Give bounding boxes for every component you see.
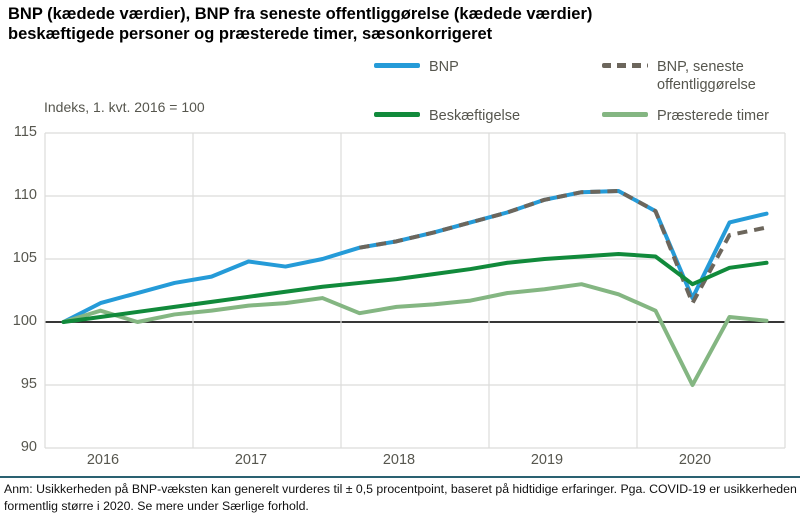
y-tick-label: 110 — [13, 187, 37, 203]
legend-label-praesterede-timer: Præsterede timer — [657, 108, 770, 125]
chart-title-line-2: beskæftigede personer og præsterede time… — [8, 25, 493, 44]
chart-title: BNP (kædede værdier), BNP fra seneste of… — [8, 4, 792, 45]
x-tick-label: 2020 — [678, 452, 712, 468]
chart-title-line-1: BNP (kædede værdier), BNP fra seneste of… — [8, 5, 593, 23]
y-axis-labels: 115 110 105 100 95 90 — [0, 0, 37, 518]
x-tick-label: 2017 — [234, 452, 268, 468]
legend-swatch-bnp-icon — [374, 63, 420, 68]
series-line-bnp-seneste — [359, 188, 767, 306]
legend-swatch-praesterede-timer-icon — [602, 112, 648, 118]
legend-item-bnp-seneste: BNP, seneste offentliggørelse — [602, 58, 800, 94]
legend-label-beskaeftigelse: Beskæftigelse — [429, 108, 521, 125]
y-tick-label: 95 — [20, 376, 37, 392]
plot-svg — [44, 132, 786, 449]
y-tick-label: 105 — [12, 250, 37, 266]
y-tick-label: 115 — [13, 124, 37, 140]
legend-swatch-bnp-seneste-icon — [602, 63, 648, 68]
legend-item-bnp: BNP — [374, 58, 602, 94]
footnote: Anm: Usikkerheden på BNP-væksten kan gen… — [4, 482, 797, 513]
legend-swatch-beskaeftigelse-icon — [374, 112, 420, 118]
series-line-beskaeftigelse — [61, 251, 769, 324]
legend-label-bnp: BNP — [429, 59, 459, 75]
x-tick-label: 2018 — [382, 452, 416, 468]
x-tick-label: 2019 — [530, 452, 564, 468]
legend: BNP BNP, seneste offentliggørelse Beskæf… — [374, 58, 800, 125]
legend-item-praesterede-timer: Præsterede timer — [602, 107, 800, 125]
legend-label-bnp-seneste: BNP, seneste offentliggørelse — [657, 59, 756, 94]
y-tick-label: 90 — [20, 439, 37, 455]
series-line-praesterede-timer — [61, 282, 769, 387]
y-axis-note: Indeks, 1. kvt. 2016 = 100 — [44, 99, 205, 115]
legend-item-beskaeftigelse: Beskæftigelse — [374, 107, 602, 125]
y-tick-label: 100 — [12, 313, 37, 329]
footer-divider — [0, 476, 800, 478]
x-tick-label: 2016 — [86, 452, 120, 468]
